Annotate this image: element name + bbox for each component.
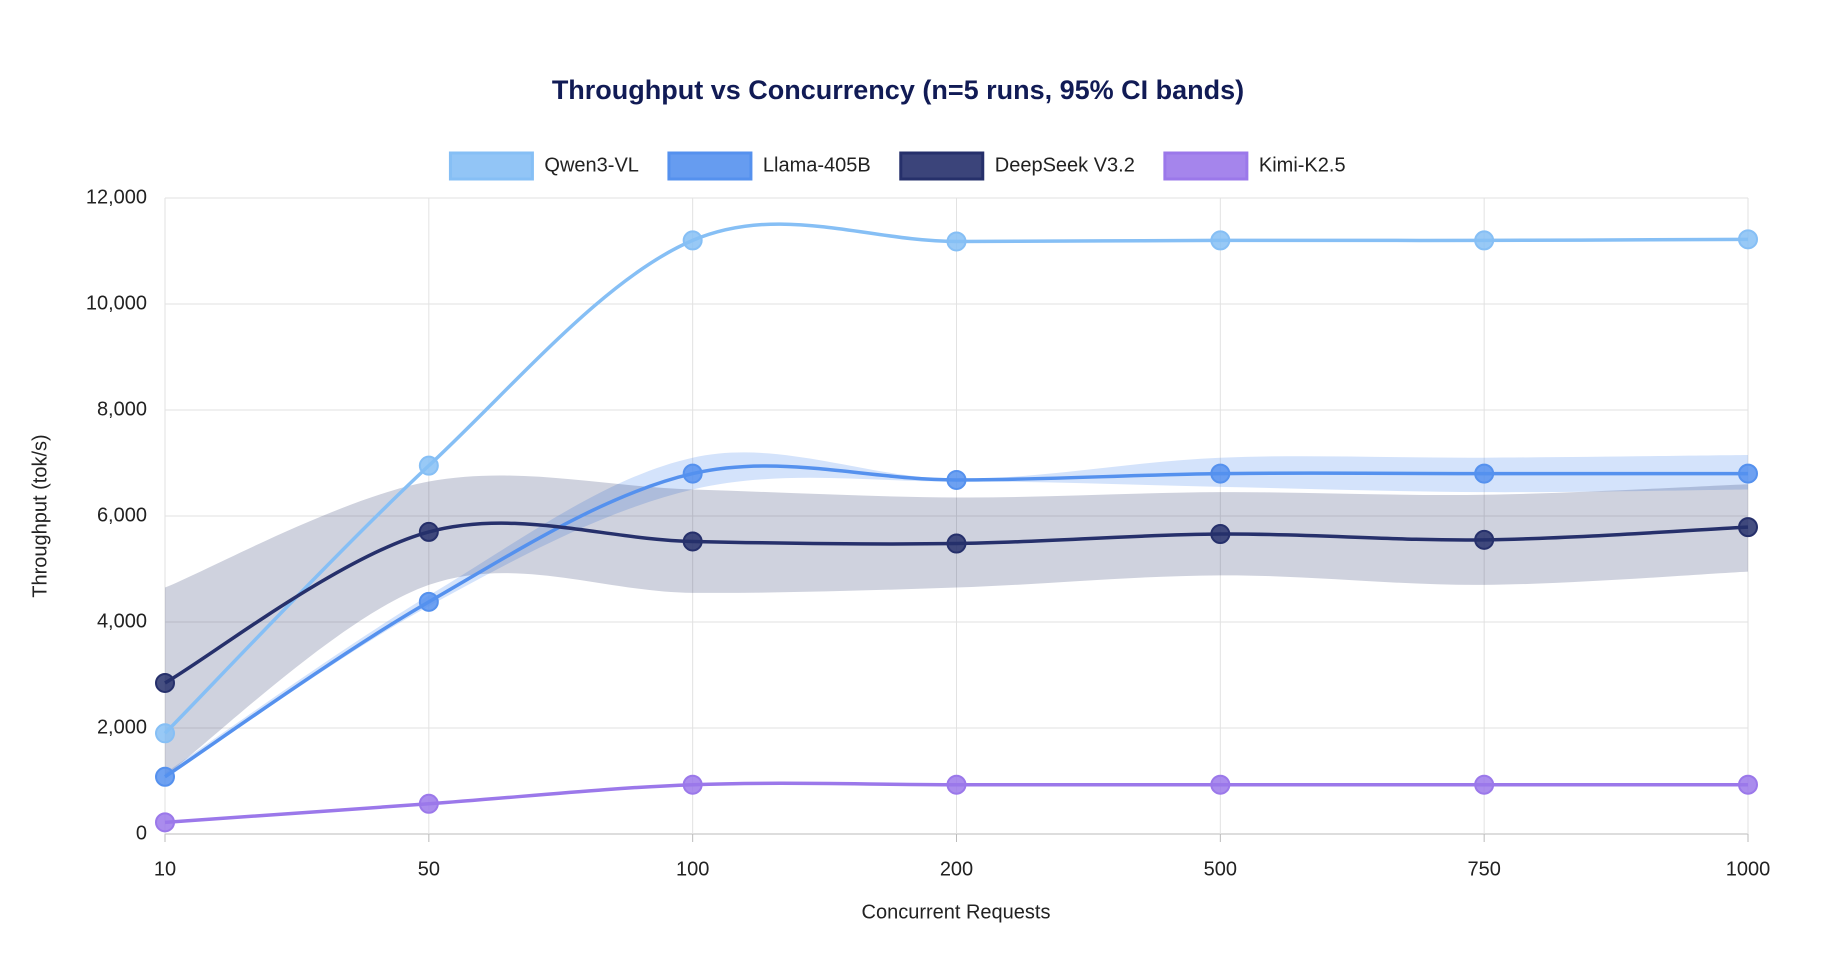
legend: Qwen3-VL Llama-405B DeepSeek V3.2 Kimi-K2.5 (448, 151, 1346, 181)
data-point (155, 723, 175, 744)
data-point (418, 521, 439, 542)
y-tick-label: 10,000 (86, 292, 147, 314)
data-point (682, 531, 703, 552)
data-point (418, 793, 439, 814)
chart-title: Throughput vs Concurrency (n=5 runs, 95%… (552, 75, 1244, 105)
data-point (682, 463, 703, 484)
data-point (682, 774, 703, 795)
data-point (946, 469, 967, 490)
data-point (155, 672, 175, 693)
data-point (1210, 230, 1231, 251)
y-tick-label: 0 (136, 822, 147, 844)
y-tick-label: 2,000 (97, 716, 147, 738)
data-point (1474, 774, 1495, 795)
data-point (155, 766, 175, 787)
data-point (1474, 463, 1495, 484)
legend-swatch (899, 151, 985, 181)
legend-label: Llama-405B (763, 154, 871, 176)
x-tick-label: 50 (418, 858, 440, 880)
data-point (1474, 529, 1495, 550)
x-tick-label: 750 (1467, 858, 1500, 880)
y-tick-label: 8,000 (97, 398, 147, 420)
data-point (946, 774, 967, 795)
y-axis-title: Throughput (tok/s) (29, 434, 51, 597)
legend-label: Qwen3-VL (544, 154, 639, 176)
ci-band (165, 452, 1748, 779)
data-point (1210, 524, 1231, 545)
data-point (155, 812, 175, 833)
x-tick-label: 500 (1204, 858, 1237, 880)
data-point (418, 591, 439, 612)
data-point (1738, 774, 1758, 795)
data-point (1210, 463, 1231, 484)
y-tick-label: 6,000 (97, 504, 147, 526)
x-axis-title: Concurrent Requests (862, 901, 1051, 923)
y-tick-label: 4,000 (97, 610, 147, 632)
legend-swatch (667, 151, 753, 181)
x-tick-label: 1000 (1726, 858, 1771, 880)
data-point (946, 533, 967, 554)
data-point (1738, 517, 1758, 538)
x-tick-label: 10 (154, 858, 176, 880)
x-tick-label: 200 (940, 858, 973, 880)
legend-label: DeepSeek V3.2 (995, 154, 1135, 176)
data-point (1738, 463, 1758, 484)
data-point (1474, 230, 1495, 251)
data-point (1210, 774, 1231, 795)
ci-band (165, 475, 1748, 776)
data-point (418, 455, 439, 476)
data-point (946, 231, 967, 252)
data-point (682, 230, 703, 251)
x-tick-label: 100 (676, 858, 709, 880)
legend-label: Kimi-K2.5 (1259, 154, 1346, 176)
legend-swatch (448, 151, 534, 181)
data-point (1738, 229, 1758, 250)
legend-swatch (1163, 151, 1249, 181)
y-tick-label: 12,000 (86, 186, 147, 208)
